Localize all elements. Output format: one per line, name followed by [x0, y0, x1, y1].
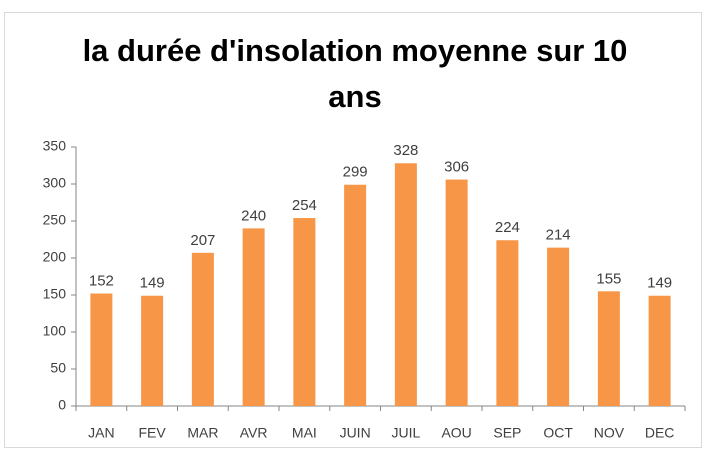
y-tick-label: 0 [58, 397, 66, 413]
data-label: 152 [89, 272, 114, 289]
data-label: 207 [190, 232, 215, 249]
y-tick-label: 150 [43, 286, 67, 302]
data-label: 155 [596, 270, 621, 287]
bar [242, 228, 265, 406]
data-label: 299 [343, 164, 368, 181]
x-tick-label: MAR [187, 425, 218, 441]
bar [191, 252, 214, 406]
bar [394, 163, 417, 406]
x-tick-label: MAI [292, 425, 317, 441]
y-tick-label: 300 [43, 175, 67, 191]
bar [445, 179, 468, 406]
data-label: 306 [444, 159, 469, 176]
data-label: 224 [495, 219, 520, 236]
data-label: 214 [546, 227, 571, 244]
bar [141, 295, 164, 406]
bar [547, 247, 570, 406]
x-tick-label: NOV [594, 425, 625, 441]
bar [496, 240, 519, 406]
bar [344, 184, 367, 406]
x-tick-label: JUIL [391, 425, 420, 441]
x-tick-label: FEV [139, 425, 167, 441]
bar [293, 218, 316, 406]
data-label: 149 [647, 275, 672, 292]
bar [648, 295, 671, 406]
y-tick-label: 200 [43, 249, 67, 265]
x-tick-label: SEP [493, 425, 521, 441]
data-label: 149 [140, 275, 165, 292]
x-tick-label: DEC [645, 425, 675, 441]
bar [597, 291, 620, 406]
y-tick-label: 250 [43, 212, 67, 228]
y-tick-label: 50 [50, 360, 66, 376]
data-label: 254 [292, 197, 317, 214]
x-tick-label: JUIN [340, 425, 371, 441]
bar [90, 293, 113, 406]
data-label: 240 [241, 207, 266, 224]
x-tick-label: JAN [88, 425, 114, 441]
chart-title: la durée d'insolation moyenne sur 10 ans [82, 33, 628, 114]
x-tick-label: AVR [240, 425, 268, 441]
x-tick-label: OCT [543, 425, 573, 441]
y-tick-label: 350 [43, 138, 67, 154]
chart-frame [4, 12, 702, 448]
data-label: 328 [393, 142, 418, 159]
y-tick-label: 100 [43, 323, 67, 339]
x-tick-label: AOU [441, 425, 471, 441]
